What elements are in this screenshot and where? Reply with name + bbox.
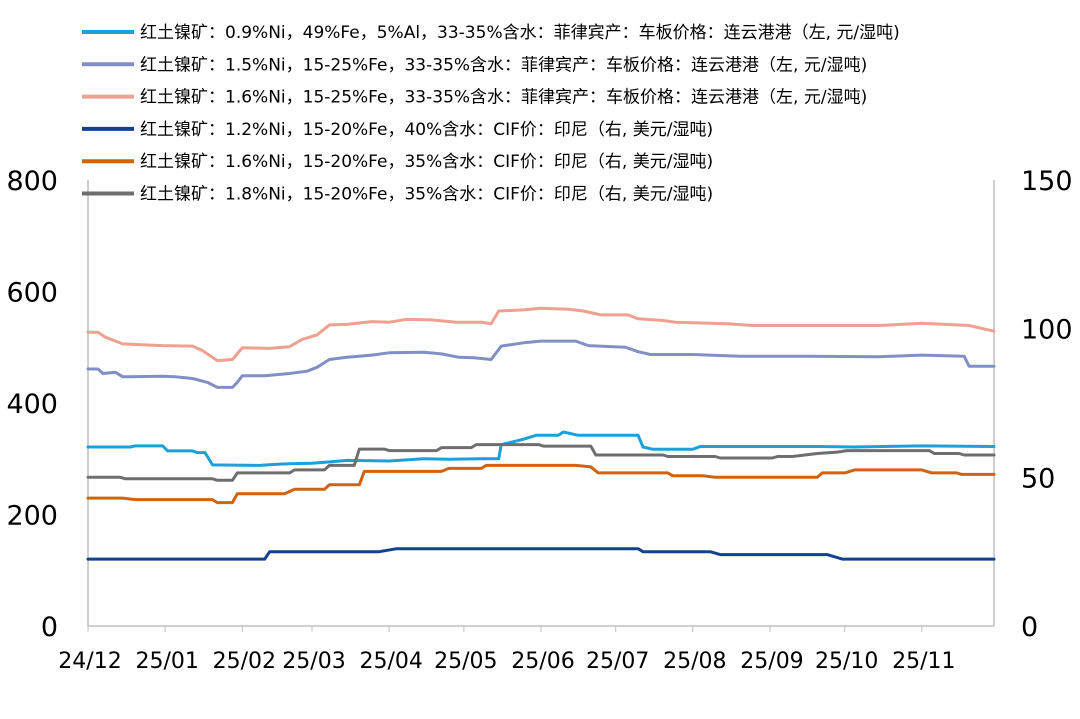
y-left-tick-label: 200: [6, 501, 58, 532]
legend-label-1: 红土镍矿：0.9%Ni，49%Fe，5%Al，33-35%含水：菲律宾产：车板价…: [140, 23, 900, 43]
x-tick-label: 25/03: [282, 649, 345, 674]
series-line-6: [86, 443, 996, 482]
y-right-tick-label: 150: [1021, 166, 1073, 197]
x-tick-label: 25/09: [740, 649, 803, 674]
series-line-4: [86, 547, 996, 561]
legend-label-3: 红土镍矿：1.6%Ni，15-25%Fe，33-35%含水：菲律宾产：车板价格：…: [140, 88, 867, 108]
x-tick-label: 25/10: [815, 649, 878, 674]
x-tick-label: 25/04: [359, 649, 422, 674]
series-line-3: [86, 306, 996, 363]
legend-label-5: 红土镍矿：1.6%Ni，15-20%Fe，35%含水：CIF价：印尼（右, 美元…: [140, 152, 713, 172]
y-left-tick-label: 0: [41, 612, 58, 643]
x-tick-label: 25/06: [511, 649, 574, 674]
x-tick-label: 25/11: [892, 649, 955, 674]
y-right-tick-label: 100: [1021, 315, 1073, 346]
x-tick-label: 25/08: [663, 649, 726, 674]
series-layer: [86, 306, 996, 561]
x-tick-label: 25/02: [213, 649, 276, 674]
y-left-tick-label: 800: [6, 166, 58, 197]
y-left-tick-label: 400: [6, 389, 58, 420]
series-line-2: [86, 339, 996, 389]
legend-label-6: 红土镍矿：1.8%Ni，15-20%Fe，35%含水：CIF价：印尼（右, 美元…: [140, 185, 713, 205]
series-line-1: [86, 430, 996, 467]
x-tick-label: 25/05: [434, 649, 497, 674]
series-line-5: [86, 463, 996, 505]
x-tick-label: 24/12: [58, 649, 121, 674]
legend-label-2: 红土镍矿：1.5%Ni，15-25%Fe，33-35%含水：菲律宾产：车板价格：…: [140, 55, 867, 75]
x-tick-label: 25/07: [586, 649, 649, 674]
legend: 红土镍矿：0.9%Ni，49%Fe，5%Al，33-35%含水：菲律宾产：车板价…: [82, 23, 900, 205]
x-tick-label: 25/01: [135, 649, 198, 674]
y-right-tick-label: 0: [1021, 612, 1038, 643]
y-right-tick-label: 50: [1021, 463, 1055, 494]
legend-label-4: 红土镍矿：1.2%Ni，15-20%Fe，40%含水：CIF价：印尼（右, 美元…: [140, 120, 713, 140]
y-left-tick-label: 600: [6, 278, 58, 309]
